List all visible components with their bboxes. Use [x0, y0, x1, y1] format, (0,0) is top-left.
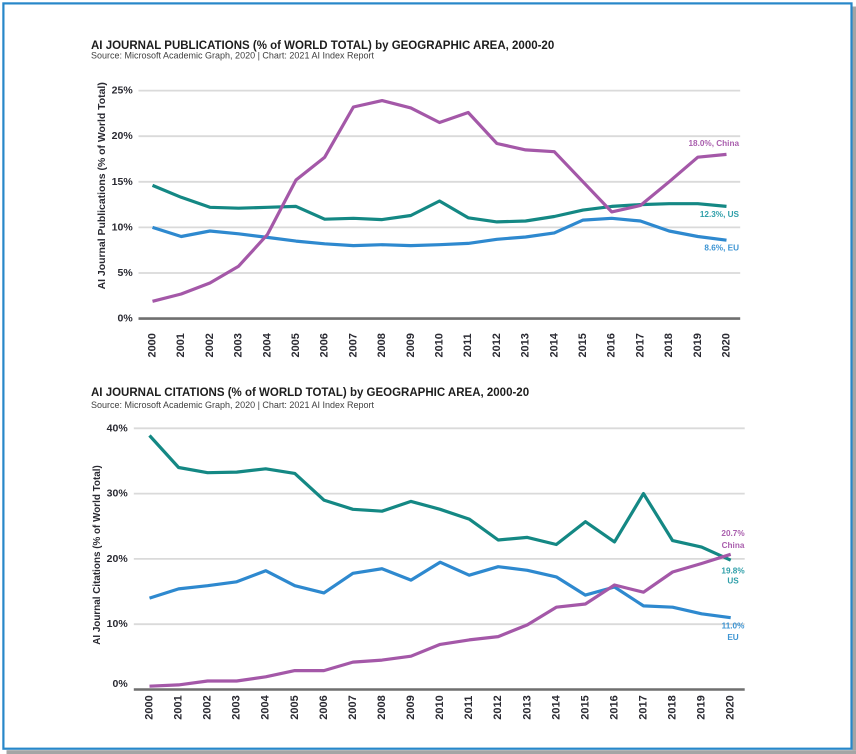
svg-text:2008: 2008	[376, 695, 388, 719]
svg-text:30%: 30%	[107, 488, 129, 500]
svg-text:2001: 2001	[175, 333, 187, 357]
svg-text:2016: 2016	[609, 695, 621, 719]
svg-text:5%: 5%	[118, 267, 134, 279]
svg-text:10%: 10%	[107, 618, 129, 630]
svg-text:2019: 2019	[696, 695, 708, 719]
svg-text:2018: 2018	[663, 333, 675, 357]
svg-text:8.6%, EU: 8.6%, EU	[704, 244, 739, 253]
svg-text:2005: 2005	[289, 695, 301, 719]
svg-text:Source: Microsoft Academic Gra: Source: Microsoft Academic Graph, 2020 |…	[91, 50, 374, 60]
svg-text:2007: 2007	[347, 333, 359, 357]
svg-text:2008: 2008	[376, 333, 388, 357]
svg-text:2001: 2001	[173, 695, 185, 719]
svg-text:2002: 2002	[204, 333, 216, 357]
svg-text:10%: 10%	[112, 221, 134, 233]
svg-text:2009: 2009	[405, 695, 417, 719]
svg-text:2017: 2017	[634, 333, 646, 357]
svg-text:2006: 2006	[318, 695, 330, 719]
svg-text:EU: EU	[727, 633, 738, 642]
svg-text:2005: 2005	[290, 333, 302, 357]
svg-text:2010: 2010	[434, 695, 446, 719]
svg-text:2011: 2011	[462, 333, 474, 357]
svg-text:2015: 2015	[577, 333, 589, 357]
svg-text:2010: 2010	[434, 333, 446, 357]
svg-text:2014: 2014	[550, 694, 562, 719]
svg-text:2002: 2002	[202, 695, 214, 719]
svg-text:2004: 2004	[260, 694, 272, 719]
svg-text:20.7%: 20.7%	[721, 529, 745, 538]
svg-text:19.8%: 19.8%	[721, 567, 745, 576]
svg-text:15%: 15%	[112, 176, 134, 188]
svg-text:0%: 0%	[118, 313, 134, 325]
svg-text:20%: 20%	[107, 553, 129, 565]
svg-text:2003: 2003	[233, 333, 245, 357]
svg-text:12.3%, US: 12.3%, US	[700, 210, 740, 219]
svg-text:2019: 2019	[692, 333, 704, 357]
svg-text:40%: 40%	[107, 422, 129, 434]
svg-text:Source: Microsoft Academic Gra: Source: Microsoft Academic Graph, 2020 |…	[91, 400, 374, 410]
svg-text:2007: 2007	[347, 695, 359, 719]
svg-text:2014: 2014	[548, 332, 560, 357]
svg-text:2016: 2016	[606, 333, 618, 357]
svg-text:2011: 2011	[463, 696, 475, 720]
svg-text:2003: 2003	[231, 695, 243, 719]
svg-text:2020: 2020	[725, 695, 737, 719]
svg-text:2017: 2017	[638, 695, 650, 719]
svg-text:AI JOURNAL PUBLICATIONS (% of: AI JOURNAL PUBLICATIONS (% of WORLD TOTA…	[91, 40, 554, 52]
svg-text:25%: 25%	[112, 85, 134, 97]
svg-text:11.0%: 11.0%	[722, 622, 745, 631]
svg-text:China: China	[722, 541, 745, 550]
svg-text:0%: 0%	[113, 678, 129, 690]
svg-text:AI Journal Citations (% of Wor: AI Journal Citations (% of World Total)	[92, 465, 103, 645]
svg-text:2015: 2015	[579, 695, 591, 719]
svg-text:2009: 2009	[405, 333, 417, 357]
svg-text:2006: 2006	[319, 333, 331, 357]
svg-text:2020: 2020	[721, 333, 733, 357]
svg-text:2012: 2012	[492, 695, 504, 719]
svg-text:2013: 2013	[521, 695, 533, 719]
svg-text:US: US	[727, 576, 739, 585]
svg-text:2018: 2018	[667, 695, 679, 719]
svg-text:20%: 20%	[112, 130, 134, 142]
svg-text:2004: 2004	[261, 332, 273, 357]
svg-text:2012: 2012	[491, 333, 503, 357]
svg-text:18.0%, China: 18.0%, China	[688, 139, 739, 148]
svg-text:2000: 2000	[144, 695, 156, 719]
svg-text:AI JOURNAL CITATIONS (% of WOR: AI JOURNAL CITATIONS (% of WORLD TOTAL) …	[91, 387, 529, 399]
svg-text:2013: 2013	[520, 333, 532, 357]
svg-text:AI Journal Publications (% of: AI Journal Publications (% of World Tota…	[97, 82, 108, 289]
svg-text:2000: 2000	[147, 333, 159, 357]
